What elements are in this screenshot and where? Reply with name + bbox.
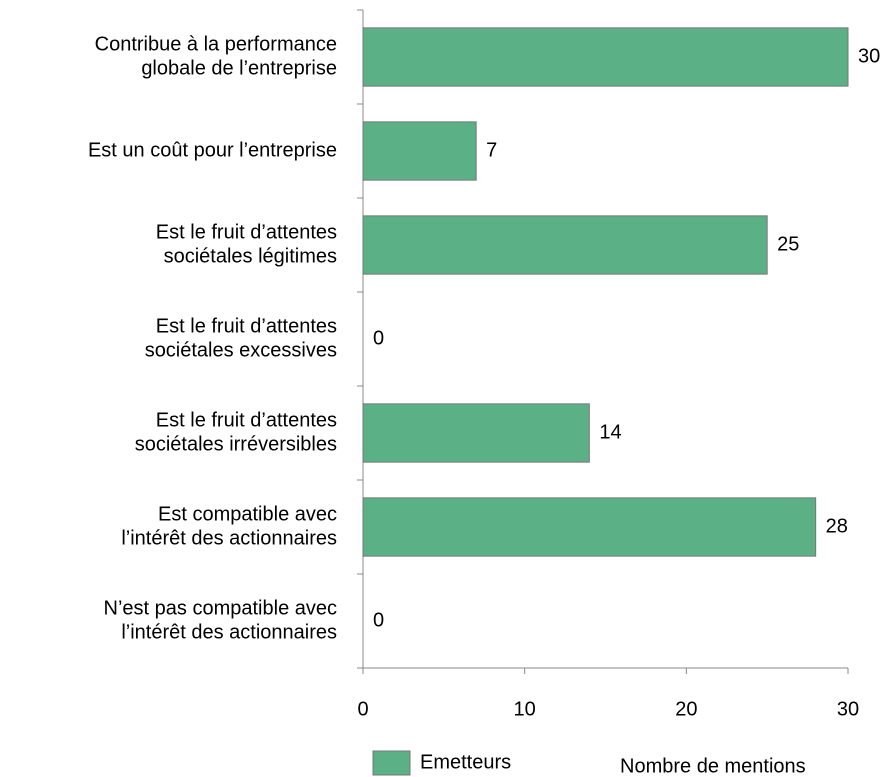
y-tick-label: l’intérêt des actionnaires <box>121 621 337 643</box>
y-tick-label: Est le fruit d’attentes <box>156 315 337 337</box>
bar <box>362 215 768 275</box>
y-tick-label: Est le fruit d’attentes <box>156 221 337 243</box>
bar <box>362 121 477 181</box>
y-tick-label: N’est pas compatible avec <box>104 597 337 619</box>
value-label: 14 <box>599 421 621 443</box>
x-tick-label: 30 <box>837 698 859 720</box>
bar <box>362 27 849 87</box>
y-tick-label: sociétales légitimes <box>164 245 337 267</box>
y-tick-label: Est le fruit d’attentes <box>156 409 337 431</box>
value-label: 28 <box>826 515 848 537</box>
bar <box>362 403 590 463</box>
y-tick-label: sociétales irréversibles <box>135 433 337 455</box>
y-tick-label: Contribue à la performance <box>95 33 337 55</box>
x-tick-label: 0 <box>357 698 368 720</box>
value-label: 25 <box>777 233 799 255</box>
y-tick-label: globale de l’entreprise <box>141 57 337 79</box>
x-tick-label: 10 <box>514 698 536 720</box>
value-label: 0 <box>373 327 384 349</box>
value-label: 30 <box>858 45 880 67</box>
bar <box>362 497 817 557</box>
x-tick-label: 20 <box>675 698 697 720</box>
x-axis-title: Nombre de mentions <box>620 755 806 777</box>
legend-swatch <box>372 750 411 776</box>
y-tick-label: l’intérêt des actionnaires <box>121 527 337 549</box>
legend-label: Emetteurs <box>420 751 511 773</box>
y-tick-label: Est un coût pour l’entreprise <box>88 139 337 161</box>
y-tick-label: Est compatible avec <box>158 503 337 525</box>
y-tick-label: sociétales excessives <box>145 339 337 361</box>
value-label: 0 <box>373 609 384 631</box>
value-label: 7 <box>486 139 497 161</box>
